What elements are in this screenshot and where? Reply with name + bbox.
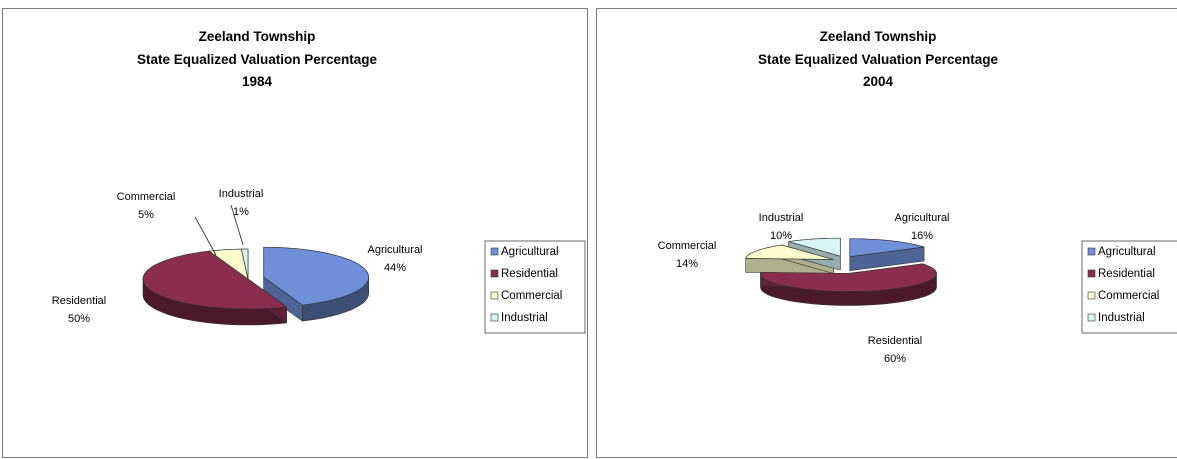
- legend-label-agricultural: Agricultural: [1098, 246, 1156, 258]
- data-label-commercial: Commercial: [117, 191, 176, 203]
- legend-swatch-residential: [1087, 269, 1096, 278]
- chart-title-line-2: State Equalized Valuation Percentage: [137, 52, 378, 67]
- legend-label-industrial: Industrial: [1098, 312, 1145, 324]
- chart-title-line-3: 1984: [242, 74, 273, 89]
- legend-swatch-residential: [490, 269, 499, 278]
- data-label-value-agricultural: 16%: [911, 230, 933, 242]
- data-label-value-agricultural: 44%: [384, 262, 406, 274]
- data-label-residential: Residential: [52, 295, 106, 307]
- legend-label-residential: Residential: [501, 268, 558, 280]
- pie-slice-industrial: [240, 248, 249, 280]
- pie-slice-residential: [760, 263, 937, 292]
- pie-slice-commercial: [745, 244, 834, 260]
- chart-title-line-2: State Equalized Valuation Percentage: [758, 52, 999, 67]
- legend: Agricultural Residential Commercial Industr…: [1081, 240, 1177, 334]
- data-label-industrial: Industrial: [219, 188, 264, 200]
- data-label-value-commercial: 14%: [676, 258, 698, 270]
- legend-label-commercial: Commercial: [1098, 290, 1159, 302]
- data-label-value-residential: 50%: [68, 313, 90, 325]
- pie-chart-1984: Zeeland Township State Equalized Valuatio…: [52, 29, 586, 334]
- chart-panel-1984: Zeeland Township State Equalized Valuatio…: [2, 8, 588, 458]
- pie-slice-agricultural: [263, 246, 370, 306]
- pie-2004: [745, 237, 937, 306]
- chart-panel-2004: Zeeland Township State Equalized Valuatio…: [596, 8, 1177, 458]
- legend-swatch-industrial: [490, 313, 499, 322]
- data-label-value-residential: 60%: [884, 353, 906, 365]
- pie-1984: [142, 246, 370, 326]
- legend-box: [1081, 240, 1177, 334]
- legend-label-residential: Residential: [1098, 268, 1155, 280]
- chart-title-line-3: 2004: [863, 74, 894, 89]
- legend: Agricultural Residential Commercial Industr…: [484, 240, 586, 334]
- legend-box: [484, 240, 586, 334]
- legend-swatch-industrial: [1087, 313, 1096, 322]
- data-label-value-industrial: 1%: [233, 206, 249, 218]
- pie-slice-agricultural: [849, 238, 925, 258]
- legend-label-commercial: Commercial: [501, 290, 562, 302]
- pie-slice-industrial: [788, 237, 841, 257]
- legend-swatch-commercial: [490, 291, 499, 300]
- pie-chart-2004: Zeeland Township State Equalized Valuatio…: [658, 29, 1177, 365]
- data-label-value-industrial: 10%: [770, 230, 792, 242]
- legend-label-industrial: Industrial: [501, 312, 548, 324]
- legend-swatch-agricultural: [490, 247, 499, 256]
- legend-label-agricultural: Agricultural: [501, 246, 559, 258]
- data-label-commercial: Commercial: [658, 240, 717, 252]
- legend-swatch-agricultural: [1087, 247, 1096, 256]
- chart-title-line-1: Zeeland Township: [199, 29, 316, 44]
- data-label-agricultural: Agricultural: [894, 212, 949, 224]
- pie-slice-residential: [142, 250, 288, 310]
- data-label-residential: Residential: [868, 335, 922, 347]
- data-label-agricultural: Agricultural: [367, 244, 422, 256]
- data-label-value-commercial: 5%: [138, 209, 154, 221]
- leader-line-commercial: [194, 216, 217, 256]
- data-label-industrial: Industrial: [759, 212, 804, 224]
- leader-line-industrial: [230, 204, 244, 246]
- chart-title-line-1: Zeeland Township: [820, 29, 937, 44]
- legend-swatch-commercial: [1087, 291, 1096, 300]
- pie-slice-commercial: [208, 248, 249, 280]
